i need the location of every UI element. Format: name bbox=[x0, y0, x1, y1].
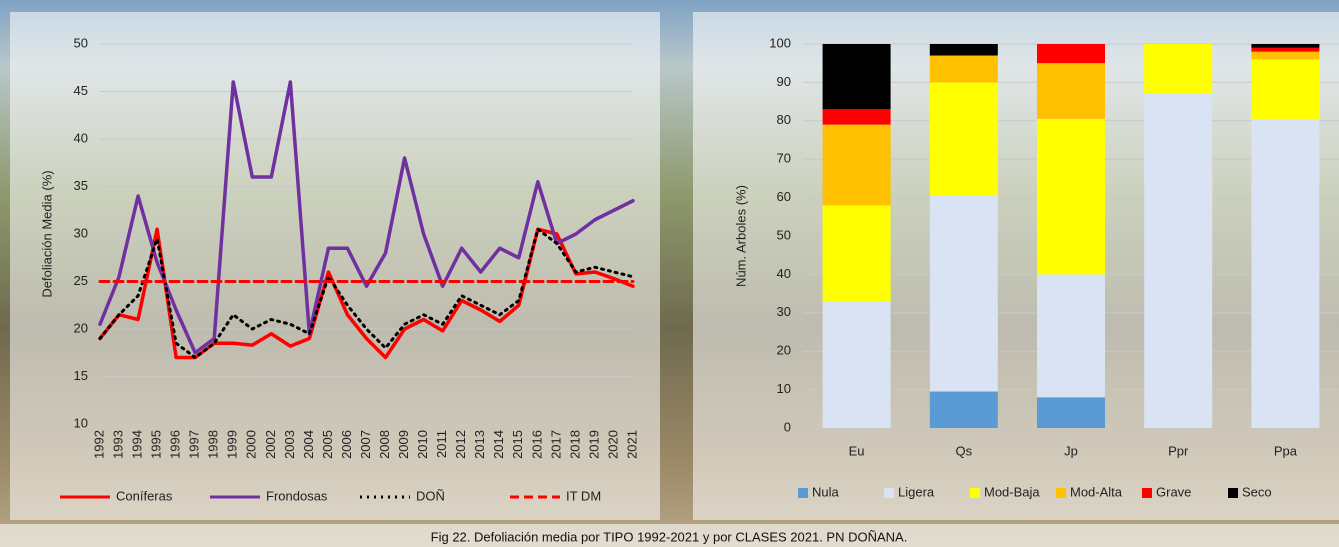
y-tick-label: 15 bbox=[74, 368, 88, 383]
y-tick-label: 60 bbox=[777, 189, 791, 204]
y-tick-label: 20 bbox=[74, 320, 88, 335]
caption: Fig 22. Defoliación media por TIPO 1992-… bbox=[431, 529, 908, 544]
legend-label: Frondosas bbox=[266, 488, 328, 503]
y-tick-label: 20 bbox=[777, 343, 791, 358]
legend-label: Mod-Baja bbox=[984, 484, 1040, 499]
x-tick-label: 2006 bbox=[339, 430, 354, 459]
legend-swatch bbox=[884, 488, 894, 498]
y-tick-label: 30 bbox=[74, 225, 88, 240]
x-tick-label: 1994 bbox=[130, 430, 145, 459]
x-tick-label: 2021 bbox=[624, 430, 639, 459]
bar-segment bbox=[823, 205, 891, 301]
legend-swatch bbox=[1142, 488, 1152, 498]
legend-label: DOÑ bbox=[416, 488, 445, 503]
bar-segment bbox=[823, 301, 891, 428]
bar-segment bbox=[930, 44, 998, 56]
x-tick-label: 2013 bbox=[472, 430, 487, 459]
bar-segment bbox=[1037, 44, 1105, 63]
x-tick-label: 1996 bbox=[168, 430, 183, 459]
x-tick-label: 1998 bbox=[206, 430, 221, 459]
y-axis-label: Núm. Arboles (%) bbox=[733, 185, 748, 287]
x-tick-label: 2011 bbox=[434, 430, 449, 458]
legend-label: Grave bbox=[1156, 484, 1191, 499]
legend-label: Seco bbox=[1242, 484, 1272, 499]
x-tick-label: 1992 bbox=[91, 430, 106, 459]
bar-segment bbox=[1251, 119, 1319, 428]
y-tick-label: 50 bbox=[74, 35, 88, 50]
x-tick-label: 2017 bbox=[548, 430, 563, 459]
legend-label: IT DM bbox=[566, 488, 601, 503]
legend-label: Coníferas bbox=[116, 488, 173, 503]
x-tick-label: 2003 bbox=[282, 430, 297, 459]
y-tick-label: 40 bbox=[777, 266, 791, 281]
y-tick-label: 35 bbox=[74, 178, 88, 193]
x-tick-label: 2009 bbox=[396, 430, 411, 459]
legend-swatch bbox=[1228, 488, 1238, 498]
x-tick-label: 2015 bbox=[510, 430, 525, 459]
x-tick-label: 2010 bbox=[415, 430, 430, 459]
bar-segment bbox=[1037, 274, 1105, 397]
x-tick-label: 1995 bbox=[149, 430, 164, 459]
y-tick-label: 25 bbox=[74, 273, 88, 288]
y-tick-label: 45 bbox=[74, 83, 88, 98]
y-axis-label: Defoliación Media (%) bbox=[39, 170, 54, 297]
y-tick-label: 90 bbox=[777, 74, 791, 89]
y-tick-label: 100 bbox=[769, 35, 791, 50]
x-tick-label: 1997 bbox=[187, 430, 202, 459]
y-tick-label: 10 bbox=[74, 415, 88, 430]
x-tick-label: Jp bbox=[1064, 443, 1078, 458]
x-tick-label: 2000 bbox=[244, 430, 259, 459]
x-tick-label: 1993 bbox=[110, 430, 125, 459]
bar-segment bbox=[1251, 48, 1319, 52]
bar-segment bbox=[1251, 59, 1319, 119]
x-tick-label: 1999 bbox=[225, 430, 240, 459]
y-tick-label: 70 bbox=[777, 151, 791, 166]
bar-segment bbox=[1037, 397, 1105, 428]
y-tick-label: 10 bbox=[777, 381, 791, 396]
bar-segment bbox=[930, 392, 998, 428]
page: Fig 22. Defoliación media por TIPO 1992-… bbox=[0, 0, 1339, 547]
bar-segment bbox=[1144, 94, 1212, 428]
x-tick-label: 2018 bbox=[567, 430, 582, 459]
y-tick-label: 30 bbox=[777, 304, 791, 319]
legend-label: Nula bbox=[812, 484, 840, 499]
legend-swatch bbox=[1056, 488, 1066, 498]
y-tick-label: 80 bbox=[777, 112, 791, 127]
bar-segment bbox=[1037, 119, 1105, 275]
bar-segment bbox=[823, 44, 891, 109]
x-tick-label: 2014 bbox=[491, 430, 506, 459]
bar-segment bbox=[1251, 44, 1319, 48]
x-tick-label: Ppa bbox=[1274, 443, 1298, 458]
bar-segment bbox=[1037, 63, 1105, 119]
legend-swatch bbox=[970, 488, 980, 498]
y-tick-label: 50 bbox=[777, 227, 791, 242]
bar-segment bbox=[823, 125, 891, 206]
x-tick-label: 2020 bbox=[605, 430, 620, 459]
x-tick-label: Ppr bbox=[1168, 443, 1189, 458]
x-tick-label: 2012 bbox=[453, 430, 468, 459]
x-tick-label: 2019 bbox=[586, 430, 601, 459]
figure: Fig 22. Defoliación media por TIPO 1992-… bbox=[0, 0, 1339, 547]
bar-segment bbox=[1251, 52, 1319, 60]
bar-segment bbox=[930, 82, 998, 195]
legend-label: Ligera bbox=[898, 484, 935, 499]
x-tick-label: 2016 bbox=[529, 430, 544, 459]
x-tick-label: 2004 bbox=[301, 430, 316, 459]
bar-segment bbox=[823, 109, 891, 124]
bar-segment bbox=[930, 56, 998, 83]
x-tick-label: 2002 bbox=[263, 430, 278, 459]
x-tick-label: 2008 bbox=[377, 430, 392, 459]
x-tick-label: Eu bbox=[849, 443, 865, 458]
y-tick-label: 0 bbox=[784, 419, 791, 434]
y-tick-label: 40 bbox=[74, 130, 88, 145]
bar-segment bbox=[1144, 44, 1212, 94]
bar-segment bbox=[930, 196, 998, 392]
x-tick-label: Qs bbox=[955, 443, 972, 458]
legend-swatch bbox=[798, 488, 808, 498]
legend-label: Mod-Alta bbox=[1070, 484, 1123, 499]
x-tick-label: 2005 bbox=[320, 430, 335, 459]
x-tick-label: 2007 bbox=[358, 430, 373, 459]
